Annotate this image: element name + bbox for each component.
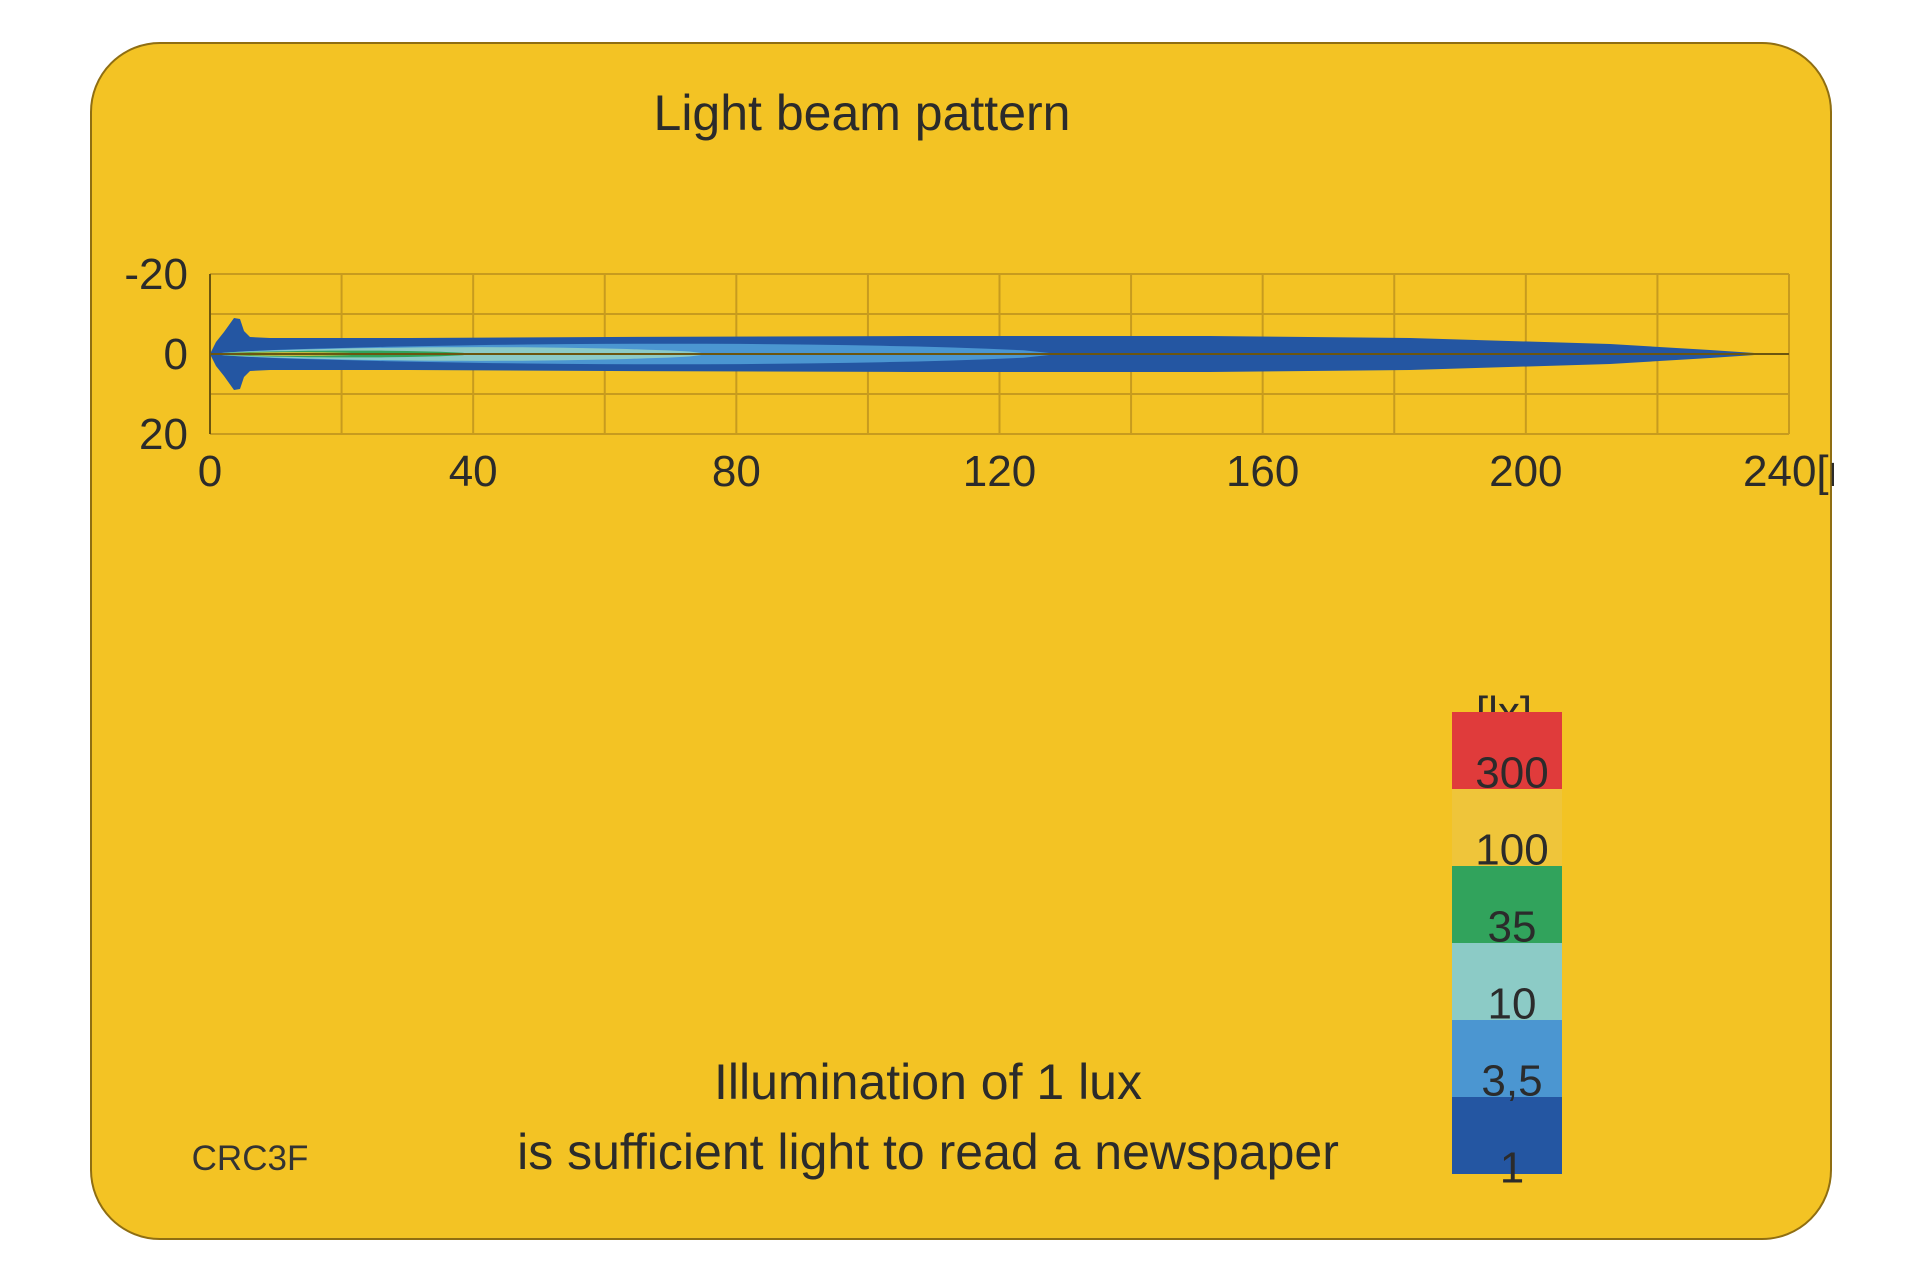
x-tick-label: 160 [1226, 447, 1299, 496]
x-tick-label: 0 [198, 447, 222, 496]
x-tick-label: 200 [1489, 447, 1562, 496]
legend-swatch-3_5 [1452, 1020, 1562, 1097]
legend: [lx] 300 100 35 10 3,5 1 [1452, 688, 1562, 1192]
y-tick-label: 20 [139, 410, 188, 459]
x-tick-label: 240[m] [1743, 447, 1834, 496]
legend-swatch-35 [1452, 866, 1562, 943]
legend-swatch-100 [1452, 789, 1562, 866]
legend-swatch-10 [1452, 943, 1562, 1020]
x-tick-label: 80 [712, 447, 761, 496]
legend-label: 100 [1475, 825, 1548, 874]
axes [209, 274, 1789, 434]
x-tick-label: 120 [963, 447, 1036, 496]
legend-swatches [1452, 712, 1562, 1174]
model-code: CRC3F [192, 1139, 309, 1178]
x-axis-ticks: 0 40 80 120 160 200 240[m] [198, 447, 1834, 496]
chart-card: Light beam pattern 0 40 80 120 160 200 2… [90, 42, 1834, 1240]
y-tick-label: -20 [124, 250, 188, 299]
legend-label: 1 [1500, 1143, 1524, 1192]
x-tick-label: 40 [449, 447, 498, 496]
beam-chart: Light beam pattern 0 40 80 120 160 200 2… [124, 85, 1834, 1192]
y-tick-label: 0 [164, 330, 188, 379]
caption-line-1: Illumination of 1 lux [714, 1054, 1142, 1110]
legend-label: 3,5 [1481, 1056, 1542, 1105]
caption-line-2: is sufficient light to read a newspaper [517, 1124, 1339, 1180]
y-axis-ticks: -20 0 20 [124, 250, 188, 459]
legend-label: 35 [1488, 902, 1537, 951]
legend-swatch-1 [1452, 1097, 1562, 1174]
legend-label: 10 [1488, 979, 1537, 1028]
legend-swatch-300 [1452, 712, 1562, 789]
legend-label: 300 [1475, 748, 1548, 797]
chart-title: Light beam pattern [654, 85, 1071, 141]
